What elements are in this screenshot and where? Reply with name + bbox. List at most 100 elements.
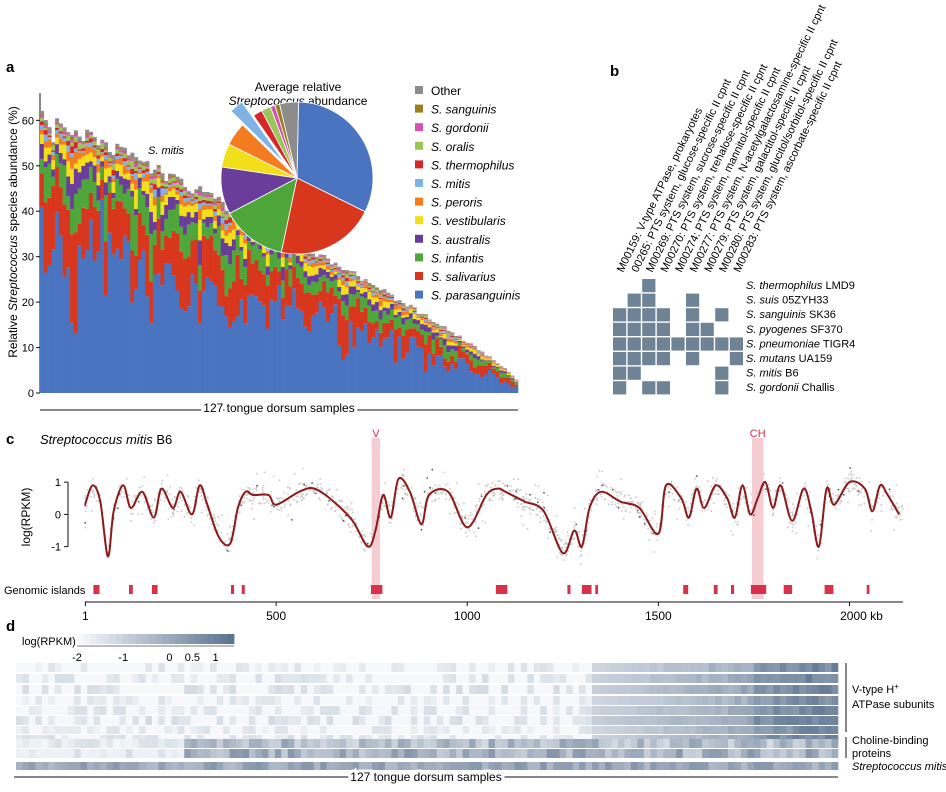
bar-segment xyxy=(393,304,398,306)
heat-cell xyxy=(391,696,399,705)
heat-cell xyxy=(456,663,463,672)
bar-segment xyxy=(205,203,210,205)
heat-cell xyxy=(482,762,489,770)
heat-cell xyxy=(663,739,671,748)
heat-cell xyxy=(229,749,237,758)
bar-segment xyxy=(149,234,154,282)
c-point xyxy=(598,469,601,472)
heat-cell xyxy=(650,674,658,683)
heat-cell xyxy=(721,739,729,748)
bar-segment xyxy=(134,208,139,216)
heat-cell xyxy=(611,762,619,770)
bar-segment xyxy=(401,308,406,311)
c-highlight-label: CH xyxy=(750,428,766,440)
c-point xyxy=(525,493,528,496)
bar-segment xyxy=(85,132,90,135)
bar-segment xyxy=(472,373,477,393)
matrix-cell xyxy=(642,352,656,366)
bar-segment xyxy=(265,266,270,276)
bar-segment xyxy=(179,189,184,192)
c-point xyxy=(363,550,366,552)
c-point xyxy=(614,503,617,506)
heat-cell xyxy=(287,749,295,758)
c-point xyxy=(543,491,545,494)
bar-segment xyxy=(40,143,45,159)
c-genomic-islands xyxy=(93,585,870,594)
bar-segment xyxy=(333,264,338,268)
heat-cell xyxy=(410,762,418,770)
bar-segment xyxy=(431,332,436,340)
bar-segment xyxy=(88,161,93,167)
bar-segment xyxy=(469,343,474,345)
bar-segment xyxy=(416,346,421,393)
c-point xyxy=(879,481,882,483)
bar-segment xyxy=(220,238,225,256)
heat-cell xyxy=(158,696,166,705)
heat-cell xyxy=(779,696,787,705)
c-point xyxy=(740,498,742,500)
heat-cell xyxy=(22,739,30,748)
heat-cell xyxy=(35,739,43,748)
heat-cell xyxy=(287,685,295,694)
heat-cell xyxy=(61,674,69,683)
heat-cell xyxy=(533,696,541,705)
heat-cell xyxy=(138,749,146,758)
heat-cell xyxy=(268,716,276,725)
bar-segment xyxy=(209,204,214,210)
c-point xyxy=(584,507,586,510)
c-point xyxy=(579,563,582,566)
heat-cell xyxy=(779,674,787,683)
bar-segment xyxy=(51,154,56,161)
bar-segment xyxy=(401,358,406,393)
heat-cell xyxy=(106,762,114,770)
bar-segment xyxy=(299,284,304,311)
heat-cell xyxy=(16,739,23,748)
bar-segment xyxy=(386,294,391,296)
c-point xyxy=(420,528,423,531)
heat-cell xyxy=(708,726,716,734)
bar-segment xyxy=(295,263,300,278)
bar-segment xyxy=(352,273,357,276)
bar-segment xyxy=(167,237,173,263)
c-point xyxy=(890,505,893,508)
heat-cell xyxy=(579,762,586,770)
bar-segment xyxy=(137,212,142,261)
bar-segment xyxy=(220,206,225,208)
heat-cell xyxy=(54,739,62,748)
heat-cell xyxy=(410,739,418,748)
heat-cell xyxy=(579,739,586,748)
heat-cell xyxy=(469,739,476,748)
heat-cell xyxy=(520,674,528,683)
heat-cell xyxy=(779,762,787,770)
bar-segment xyxy=(100,199,105,393)
heat-cell xyxy=(682,685,690,694)
heat-cell xyxy=(54,716,62,725)
heat-cell xyxy=(397,663,405,672)
bar-segment xyxy=(420,313,425,315)
heat-cell xyxy=(740,739,748,748)
bar-segment xyxy=(431,339,436,354)
c-x-tick-label: 2000 kb xyxy=(840,609,883,623)
heat-cell xyxy=(747,726,755,734)
b-row-rest: TIGR4 xyxy=(820,338,855,350)
bar-segment xyxy=(461,341,466,343)
bar-segment xyxy=(81,150,86,153)
heat-cell xyxy=(559,739,567,748)
bar-segment xyxy=(235,230,240,235)
c-point xyxy=(596,490,599,493)
bar-segment xyxy=(408,305,413,307)
c-point xyxy=(525,497,527,500)
c-point xyxy=(706,480,709,482)
bar-segment xyxy=(405,307,410,309)
heat-cell xyxy=(766,726,774,734)
bar-segment xyxy=(134,180,139,190)
heat-cell xyxy=(527,685,535,694)
bar-segment xyxy=(160,214,165,232)
heat-cell xyxy=(786,726,793,734)
c-point xyxy=(736,513,739,516)
c-point xyxy=(442,471,445,474)
heat-cell xyxy=(339,762,347,770)
heat-cell xyxy=(261,716,269,725)
bar-segment xyxy=(250,245,255,264)
heat-cell xyxy=(656,749,664,758)
